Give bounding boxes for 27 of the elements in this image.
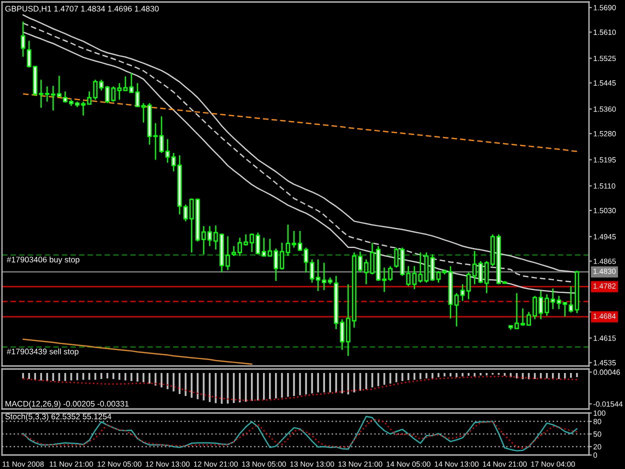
candlestick xyxy=(574,270,580,314)
candlestick xyxy=(304,247,308,274)
candlestick xyxy=(159,116,164,154)
candlestick xyxy=(135,82,140,108)
candlestick xyxy=(310,258,314,284)
line-series xyxy=(22,376,578,402)
candlestick xyxy=(147,102,152,146)
candlestick xyxy=(141,102,146,124)
candlestick xyxy=(20,21,26,58)
chart-title: Stoch(5,3,3) 62.5352 55.1254 xyxy=(5,413,112,421)
chart-title: GBPUSD,H1 1.4707 1.4834 1.4696 1.4830 xyxy=(5,6,159,13)
candlestick xyxy=(153,122,158,160)
candlestick xyxy=(292,230,296,248)
ref-line-label: #17903439 sell stop xyxy=(6,348,78,356)
ref-line-label: #17903406 buy stop xyxy=(6,256,80,264)
text: MACD(12,26,9) -0.00205 -0.00331 xyxy=(6,400,129,408)
candlestick xyxy=(454,292,459,327)
candlestick xyxy=(298,230,302,252)
candlestick xyxy=(430,254,435,282)
candlestick xyxy=(436,270,441,284)
candlestick xyxy=(448,265,453,319)
line-series xyxy=(22,93,578,152)
candlestick xyxy=(286,224,290,257)
candlestick xyxy=(129,72,134,94)
candlestick xyxy=(280,242,284,270)
candlestick xyxy=(424,252,429,284)
candlestick xyxy=(442,268,447,276)
